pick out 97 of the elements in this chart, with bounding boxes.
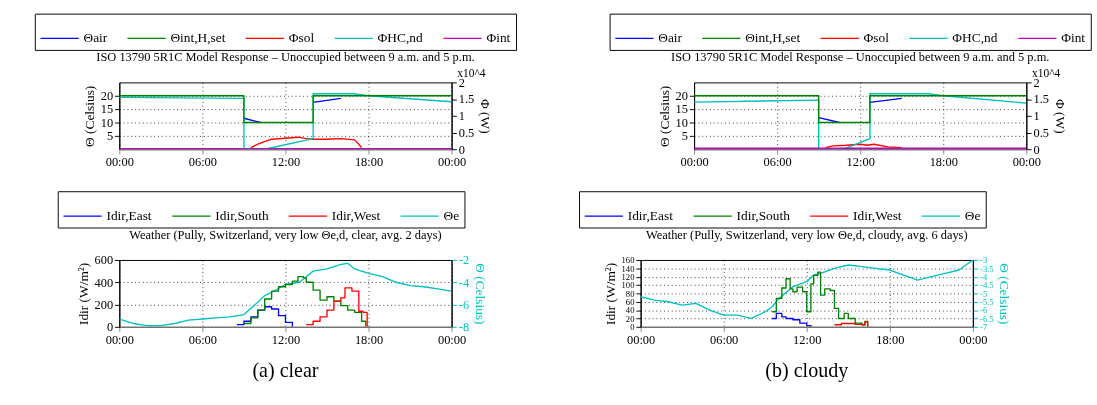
x-tick-label: 00:00 — [105, 154, 134, 169]
y-tick-label: 10 — [675, 115, 688, 130]
legend-label: ΦHC,nd — [952, 30, 998, 46]
y-tick-label: 5 — [681, 129, 688, 144]
legend-label: Idir,West — [331, 207, 381, 223]
legend-label: Θint,H,set — [745, 30, 801, 46]
y2-tick-label: -6.5 — [980, 313, 994, 324]
chart-title: ISO 13790 5R1C Model Response – Unoccupied between 9 a.m. and 5 p.m. — [671, 50, 1050, 65]
legend-label: Φint — [486, 30, 511, 46]
y-tick-label: 80 — [625, 288, 635, 299]
legend-label: Φint — [1061, 30, 1086, 46]
y-tick-label: 15 — [100, 102, 114, 117]
x-tick-label: 00:00 — [1012, 154, 1041, 169]
legend-label: Idir,South — [215, 207, 269, 223]
x-tick-label: 06:00 — [188, 154, 218, 169]
y2-tick-label: 1 — [458, 109, 465, 124]
y2-tick-label: 0 — [458, 142, 465, 157]
legend-label: Θair — [83, 30, 108, 46]
x-tick-label: 12:00 — [846, 154, 875, 169]
y2-tick-label: 1.5 — [1033, 92, 1050, 107]
text: x10^4 — [457, 66, 486, 79]
legend-label: Θair — [658, 30, 683, 46]
x-tick-label: 12:00 — [793, 332, 822, 347]
y2-tick-label: -4 — [980, 272, 988, 283]
legend-label: Φsol — [863, 30, 890, 46]
y-tick-label: 20 — [675, 89, 688, 104]
x-tick-label: 18:00 — [354, 154, 384, 169]
y2-tick-label: -4 — [458, 275, 470, 290]
y-tick-label: 100 — [621, 280, 635, 291]
y-axis-title: Θ (Celsius) — [656, 85, 672, 147]
x-tick-label: 00:00 — [437, 332, 467, 347]
y2-tick-label: 0.5 — [458, 125, 475, 140]
y-axis-title: Idir (W/m²) — [602, 262, 618, 326]
text: (a) clear — [252, 359, 319, 383]
x-tick-label: 06:00 — [710, 332, 739, 347]
x-tick-label: 06:00 — [188, 332, 218, 347]
y-tick-label: 140 — [621, 263, 635, 274]
y2-tick-label: -5 — [980, 288, 988, 299]
chart-title: Weather (Pully, Switzerland, very low Θe,d, cloudy, avg. 6 days) — [645, 227, 968, 242]
x-tick-label: 18:00 — [876, 332, 905, 347]
legend-label: Idir,East — [106, 207, 152, 223]
line-series — [250, 136, 363, 149]
y-tick-label: 120 — [621, 272, 635, 283]
y-tick-label: 160 — [621, 255, 635, 266]
legend-label: Idir,South — [736, 207, 791, 223]
y-tick-label: 200 — [94, 297, 114, 312]
x-tick-label: 12:00 — [271, 154, 301, 169]
y-tick-label: 0 — [106, 320, 114, 335]
y2-tick-label: 0.5 — [1033, 125, 1050, 140]
text: (b) cloudy — [765, 359, 849, 383]
y2-tick-label: -6 — [458, 297, 470, 312]
y-tick-label: 600 — [94, 253, 114, 268]
y2-axis-title: Θ (Celsius) — [997, 263, 1013, 325]
y2-tick-label: 1.5 — [458, 92, 475, 107]
legend-label: Idir,West — [853, 207, 902, 223]
x-tick-label: 06:00 — [763, 154, 792, 169]
y-tick-label: 20 — [625, 313, 635, 324]
chart-title: Weather (Pully, Switzerland, very low Θe,d, clear, avg. 2 days) — [129, 227, 442, 242]
y2-tick-label: -3 — [980, 255, 988, 266]
x-tick-label: 12:00 — [271, 332, 301, 347]
x-tick-label: 00:00 — [626, 332, 656, 347]
y2-tick-label: -8 — [458, 320, 470, 335]
x-tick-label: 00:00 — [959, 332, 988, 347]
y-tick-label: 15 — [675, 102, 688, 117]
y2-tick-label: 0 — [1033, 142, 1040, 157]
legend-label: Θint,H,set — [170, 30, 226, 46]
y2-tick-label: -2 — [458, 253, 470, 268]
y2-tick-label: -4.5 — [980, 280, 994, 291]
y2-axis-title: Θ (Celsius) — [472, 263, 488, 325]
y-axis-title: Idir (W/m²) — [75, 262, 91, 326]
y-tick-label: 400 — [94, 275, 114, 290]
y-tick-label: 10 — [100, 115, 114, 130]
legend-label: Θe — [964, 207, 981, 223]
legend-label: ΦHC,nd — [377, 30, 423, 46]
y2-tick-label: -6 — [980, 305, 988, 316]
y-axis-title: Θ (Celsius) — [82, 85, 98, 147]
legend-label: Φsol — [288, 30, 315, 46]
legend-label: Θe — [443, 207, 460, 223]
y2-axis-title: Φ (W) — [477, 98, 493, 134]
y-tick-label: 0 — [630, 322, 635, 333]
text: x10^4 — [1032, 66, 1061, 79]
legend-label: Idir,East — [627, 207, 674, 223]
y2-tick-label: -5.5 — [980, 297, 994, 308]
chart-title: ISO 13790 5R1C Model Response – Unoccupied between 9 a.m. and 5 p.m. — [96, 50, 475, 65]
x-tick-label: 00:00 — [437, 154, 467, 169]
y-tick-label: 60 — [625, 297, 635, 308]
y-tick-label: 5 — [106, 129, 114, 144]
x-tick-label: 18:00 — [354, 332, 384, 347]
x-tick-label: 00:00 — [105, 332, 134, 347]
y2-axis-title: Φ (W) — [1052, 98, 1068, 134]
y-tick-label: 40 — [625, 305, 635, 316]
x-tick-label: 18:00 — [929, 154, 958, 169]
y2-tick-label: 1 — [1033, 109, 1040, 124]
y2-tick-label: -3.5 — [980, 263, 994, 274]
y2-tick-label: -7 — [980, 322, 988, 333]
y-tick-label: 20 — [100, 89, 114, 104]
x-tick-label: 00:00 — [680, 154, 709, 169]
